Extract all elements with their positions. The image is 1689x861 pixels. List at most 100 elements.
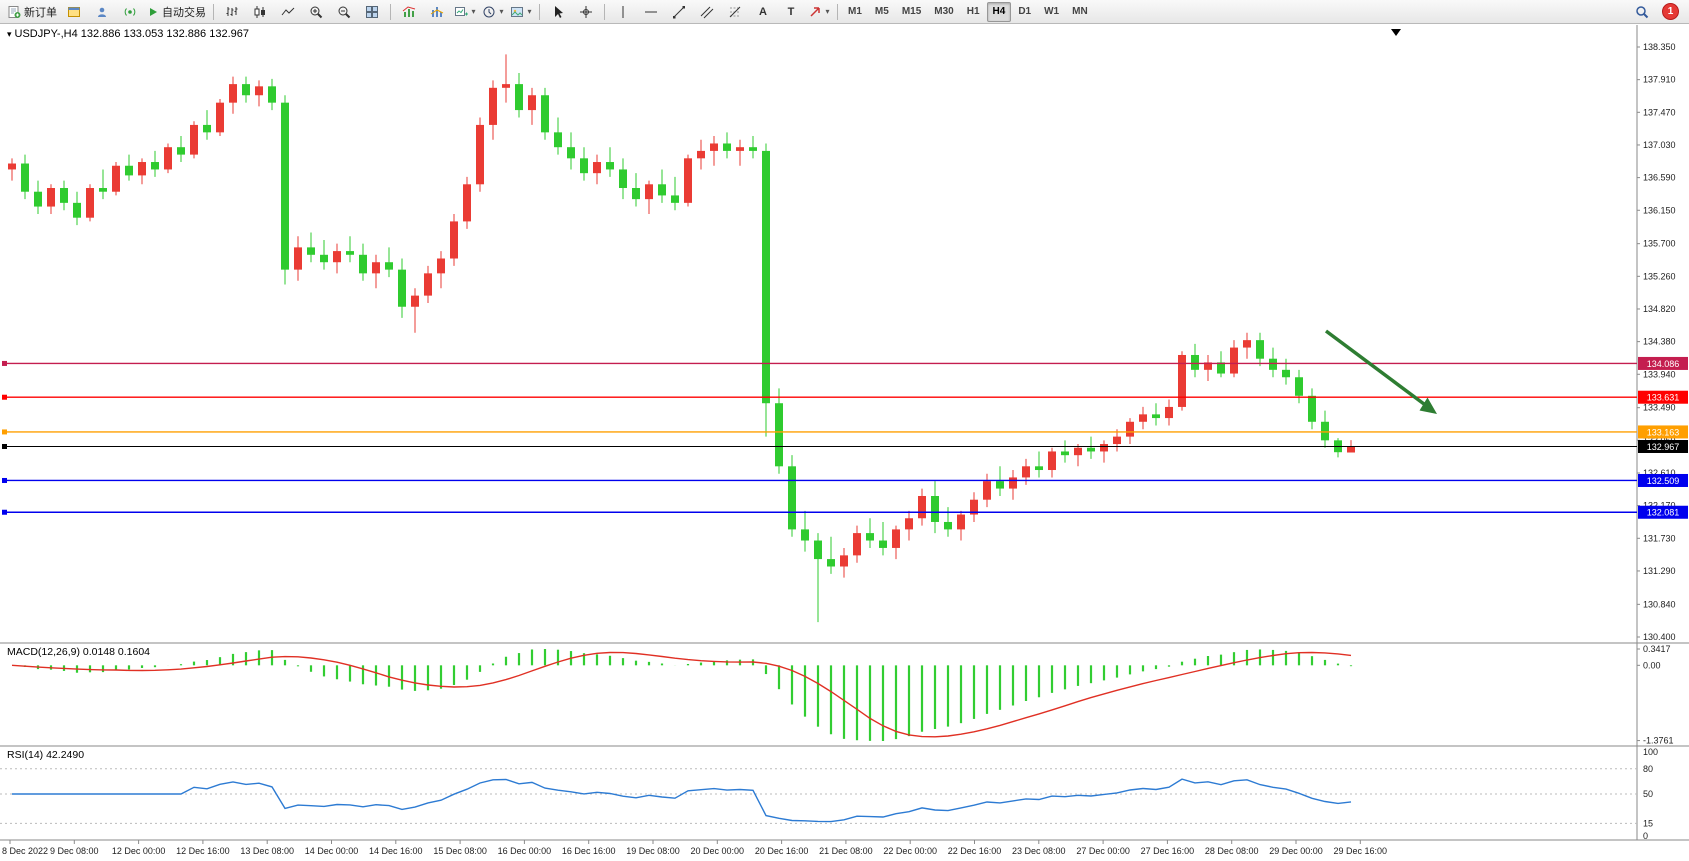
svg-text:134.086: 134.086 [1647, 359, 1680, 369]
new-chart-icon [455, 6, 469, 16]
toolbar-separator [837, 3, 838, 20]
vertical-line-tool[interactable] [609, 1, 637, 23]
price-levels[interactable]: 134.086 133.631 133.163 132.967 132.509 132.0… [2, 356, 1688, 519]
price-tag [1638, 390, 1688, 404]
trendline-tool[interactable] [665, 1, 693, 23]
rsi-axis-label: 0 [1643, 831, 1648, 841]
candlestick-plot[interactable] [8, 54, 1355, 623]
svg-text:131.730: 131.730 [1643, 533, 1676, 543]
new-order-icon [8, 5, 21, 18]
toolbar-separator [390, 3, 391, 20]
horizontal-line-icon [645, 11, 657, 12]
text-tool[interactable]: A [749, 1, 777, 23]
price-axis[interactable]: 138.350 137.910 137.470 137.030 136.590 136.1… [1637, 42, 1676, 642]
search-button[interactable] [1628, 1, 1656, 23]
crosshair-icon [580, 5, 592, 18]
rsi-axis-label: 50 [1643, 789, 1653, 799]
svg-text:132.170: 132.170 [1643, 501, 1676, 511]
timeframe-m1[interactable]: M1 [848, 6, 862, 17]
chart-canvas[interactable]: 138.350 137.910 137.470 137.030 136.590 136.1… [0, 25, 1689, 861]
horizontal-line-tool[interactable] [637, 1, 665, 23]
svg-text:22 Dec 16:00: 22 Dec 16:00 [948, 846, 1002, 856]
macd-axis-label: 0.00 [1643, 660, 1661, 670]
timeframe-h1[interactable]: H1 [966, 6, 980, 17]
line-handle[interactable] [2, 394, 7, 400]
search-icon [1636, 5, 1649, 18]
template-button[interactable]: ▾ [507, 1, 535, 23]
profiles-button[interactable] [88, 1, 116, 23]
svg-text:13 Dec 08:00: 13 Dec 08:00 [240, 846, 294, 856]
zoom-in-icon [310, 6, 323, 18]
indicators-button[interactable] [395, 1, 423, 23]
svg-text:132.967: 132.967 [1647, 442, 1680, 452]
crosshair-button[interactable] [572, 1, 600, 23]
text-label-icon: T [787, 5, 795, 18]
svg-text:132.509: 132.509 [1647, 476, 1680, 486]
chevron-down-icon: ▾ [499, 6, 504, 16]
svg-text:131.290: 131.290 [1643, 566, 1676, 576]
channel-tool[interactable] [693, 1, 721, 23]
timeframe-d1[interactable]: D1 [1018, 6, 1032, 17]
price-tag [1638, 505, 1688, 519]
zoom-in-button[interactable] [302, 1, 330, 23]
chevron-down-icon: ▾ [527, 6, 532, 16]
candlestick-icon [254, 5, 265, 18]
svg-text:136.150: 136.150 [1643, 205, 1676, 215]
line-chart-button[interactable] [274, 1, 302, 23]
svg-text:133.163: 133.163 [1647, 427, 1680, 437]
svg-text:137.030: 137.030 [1643, 140, 1676, 150]
svg-text:19 Dec 08:00: 19 Dec 08:00 [626, 846, 680, 856]
timeframe-mn[interactable]: MN [1072, 6, 1088, 17]
timeframe-h4[interactable]: H4 [986, 1, 1012, 22]
svg-text:12 Dec 00:00: 12 Dec 00:00 [112, 846, 166, 856]
svg-text:27 Dec 00:00: 27 Dec 00:00 [1076, 846, 1130, 856]
bar-chart-button[interactable] [218, 1, 246, 23]
charts-button[interactable] [60, 1, 88, 23]
new-order-button[interactable]: 新订单 [4, 1, 60, 23]
svg-text:9 Dec 08:00: 9 Dec 08:00 [50, 846, 99, 856]
text-label-tool[interactable]: T [777, 1, 805, 23]
notification-badge[interactable]: 1 [1662, 3, 1679, 20]
autotrading-label: 自动交易 [162, 6, 206, 19]
line-handle[interactable] [2, 477, 7, 483]
line-handle[interactable] [2, 443, 7, 449]
autotrading-button[interactable]: 自动交易 [144, 1, 209, 23]
timeframe-m5[interactable]: M5 [874, 6, 889, 17]
svg-text:29 Dec 00:00: 29 Dec 00:00 [1269, 846, 1323, 856]
new-chart-button[interactable]: ▾ [451, 1, 479, 23]
trend-arrow-annotation[interactable] [1324, 329, 1437, 414]
zoom-out-button[interactable] [330, 1, 358, 23]
svg-text:20 Dec 00:00: 20 Dec 00:00 [691, 846, 745, 856]
time-axis[interactable]: 8 Dec 2022 9 Dec 08:00 12 Dec 00:00 12 Dec … [2, 840, 1387, 856]
svg-text:132.081: 132.081 [1647, 508, 1680, 518]
cursor-button[interactable] [544, 1, 572, 23]
svg-text:29 Dec 16:00: 29 Dec 16:00 [1334, 846, 1388, 856]
svg-text:8 Dec 2022: 8 Dec 2022 [2, 846, 48, 856]
chart-shift-marker[interactable] [1391, 29, 1401, 36]
arrows-tool[interactable]: ▾ [805, 1, 833, 23]
line-handle[interactable] [2, 429, 7, 435]
indicator-list-button[interactable] [423, 1, 451, 23]
alerts-button[interactable] [116, 1, 144, 23]
line-handle[interactable] [2, 360, 7, 366]
timeframe-w1[interactable]: W1 [1044, 6, 1060, 17]
svg-text:133.490: 133.490 [1643, 403, 1676, 413]
candlestick-chart-button[interactable] [246, 1, 274, 23]
line-handle[interactable] [2, 509, 7, 515]
expand-icon[interactable]: ▾ [7, 29, 12, 39]
svg-text:16 Dec 00:00: 16 Dec 00:00 [498, 846, 552, 856]
tile-windows-icon [366, 5, 378, 18]
chevron-down-icon: ▾ [825, 6, 830, 16]
tile-windows-button[interactable] [358, 1, 386, 23]
period-button[interactable]: ▾ [479, 1, 507, 23]
fibonacci-tool[interactable] [721, 1, 749, 23]
profile-icon [98, 7, 106, 17]
timeframe-m15[interactable]: M15 [901, 6, 922, 17]
price-tag [1638, 356, 1688, 370]
svg-text:137.910: 137.910 [1643, 75, 1676, 85]
svg-text:134.820: 134.820 [1643, 304, 1676, 314]
pane-separators[interactable] [0, 642, 1689, 841]
timeframe-m30[interactable]: M30 [934, 6, 954, 17]
rsi-axis-label: 80 [1643, 764, 1653, 774]
clock-icon [483, 6, 495, 17]
